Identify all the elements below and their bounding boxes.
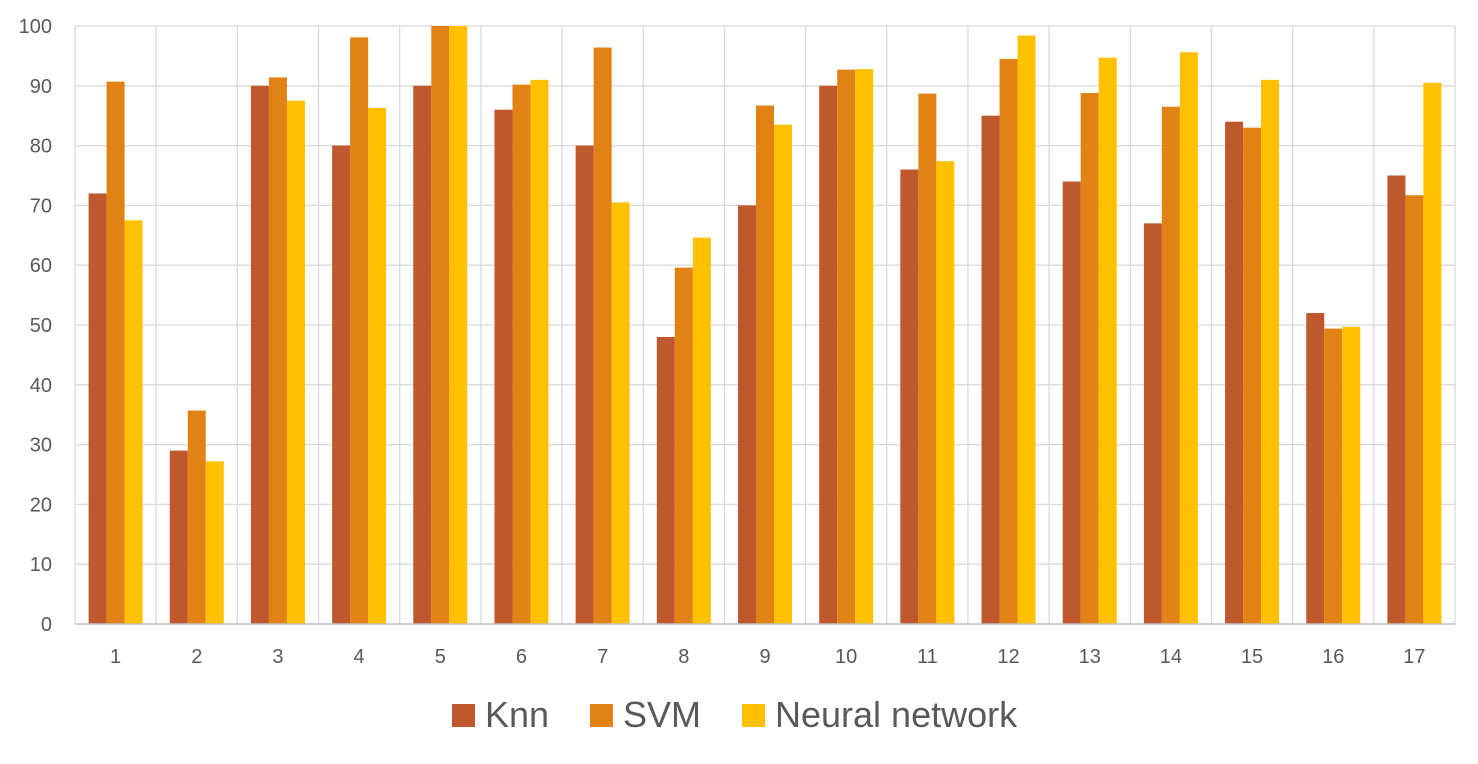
bar-knn xyxy=(819,85,838,625)
bar-knn xyxy=(575,145,594,624)
y-tick-label: 20 xyxy=(30,494,52,516)
bar-svm xyxy=(999,58,1018,624)
bar-neural-network xyxy=(205,461,224,624)
y-tick-label: 100 xyxy=(19,16,52,38)
bar-svm xyxy=(1243,127,1262,624)
bar-neural-network xyxy=(449,26,468,624)
bar-knn xyxy=(900,169,919,624)
bar-neural-network xyxy=(1342,326,1361,624)
legend-label: SVM xyxy=(623,694,701,735)
bar-svm xyxy=(918,93,937,625)
bar-knn xyxy=(1143,223,1162,624)
x-tick-label: 13 xyxy=(1079,646,1101,668)
x-tick-label: 14 xyxy=(1160,646,1182,668)
bar-svm xyxy=(187,410,206,624)
bar-svm xyxy=(756,105,774,624)
bar-neural-network xyxy=(368,107,387,624)
bar-knn xyxy=(169,450,188,624)
bar-knn xyxy=(494,109,513,625)
bar-svm xyxy=(674,267,693,624)
bar-neural-network xyxy=(530,79,549,624)
bar-knn xyxy=(656,336,675,624)
bar-svm xyxy=(431,26,450,624)
bar-neural-network xyxy=(774,124,792,625)
bar-neural-network xyxy=(611,202,630,624)
y-tick-labels: 0 10 20 30 40 50 60 70 80 90 100 xyxy=(19,16,52,636)
y-tick-label: 90 xyxy=(30,76,52,98)
bar-knn xyxy=(738,205,756,624)
bar-knn xyxy=(1225,121,1244,625)
x-tick-label: 6 xyxy=(516,646,527,668)
bar-svm xyxy=(1405,195,1424,624)
bar-svm xyxy=(106,81,125,624)
bar-knn xyxy=(1306,313,1325,624)
bar-neural-network xyxy=(692,237,711,624)
legend-swatch xyxy=(742,704,765,727)
y-tick-label: 80 xyxy=(30,136,52,158)
bar-knn xyxy=(1387,175,1406,624)
x-tick-label: 15 xyxy=(1241,646,1263,668)
bar-svm xyxy=(1080,92,1099,624)
bar-knn xyxy=(332,145,351,624)
x-tick-label: 16 xyxy=(1322,646,1344,668)
bar-svm xyxy=(268,77,287,625)
bar-knn xyxy=(413,85,432,625)
bar-svm xyxy=(837,69,856,625)
bar-neural-network xyxy=(855,69,874,624)
bar-knn xyxy=(88,193,107,624)
x-tick-label: 2 xyxy=(191,646,202,668)
x-tick-label: 8 xyxy=(678,646,689,668)
bars xyxy=(88,26,1442,625)
x-tick-label: 7 xyxy=(597,646,608,668)
bar-knn xyxy=(250,85,269,625)
bar-neural-network xyxy=(936,161,955,624)
x-tick-label: 5 xyxy=(435,646,446,668)
bar-svm xyxy=(1161,106,1180,625)
x-tick-label: 10 xyxy=(835,646,857,668)
x-tick-label: 4 xyxy=(354,646,365,668)
y-tick-label: 40 xyxy=(30,375,52,397)
bar-svm xyxy=(512,84,531,624)
bar-knn xyxy=(981,115,1000,624)
bar-neural-network xyxy=(286,100,305,624)
x-tick-label: 1 xyxy=(110,646,121,668)
y-tick-label: 30 xyxy=(30,435,52,457)
y-tick-label: 50 xyxy=(30,315,52,337)
y-tick-label: 60 xyxy=(30,255,52,277)
bar-svm xyxy=(593,47,612,624)
bar-svm xyxy=(350,37,369,624)
x-tick-label: 3 xyxy=(272,646,283,668)
bar-neural-network xyxy=(1098,57,1117,625)
x-tick-labels: 1 2 3 4 5 6 7 8 9 10 11 12 13 14 15 16 17 xyxy=(110,646,1426,668)
bar-neural-network xyxy=(1179,52,1198,624)
bar-svm xyxy=(1324,328,1343,624)
x-tick-label: 12 xyxy=(997,646,1019,668)
y-tick-label: 0 xyxy=(41,614,52,636)
x-tick-label: 9 xyxy=(759,646,770,668)
bar-neural-network xyxy=(1423,82,1442,624)
legend-swatch xyxy=(452,704,475,727)
bar-knn xyxy=(1062,181,1081,625)
bar-neural-network xyxy=(1261,79,1280,624)
legend: Knn SVM Neural network xyxy=(452,694,1018,735)
legend-label: Neural network xyxy=(775,694,1018,735)
bar-neural-network xyxy=(1017,35,1036,625)
x-tick-label: 11 xyxy=(917,646,938,668)
x-tick-label: 17 xyxy=(1403,646,1425,668)
bar-neural-network xyxy=(124,220,143,624)
legend-swatch xyxy=(590,704,613,727)
y-tick-label: 70 xyxy=(30,195,52,217)
y-tick-label: 10 xyxy=(30,554,52,576)
legend-label: Knn xyxy=(485,694,549,735)
